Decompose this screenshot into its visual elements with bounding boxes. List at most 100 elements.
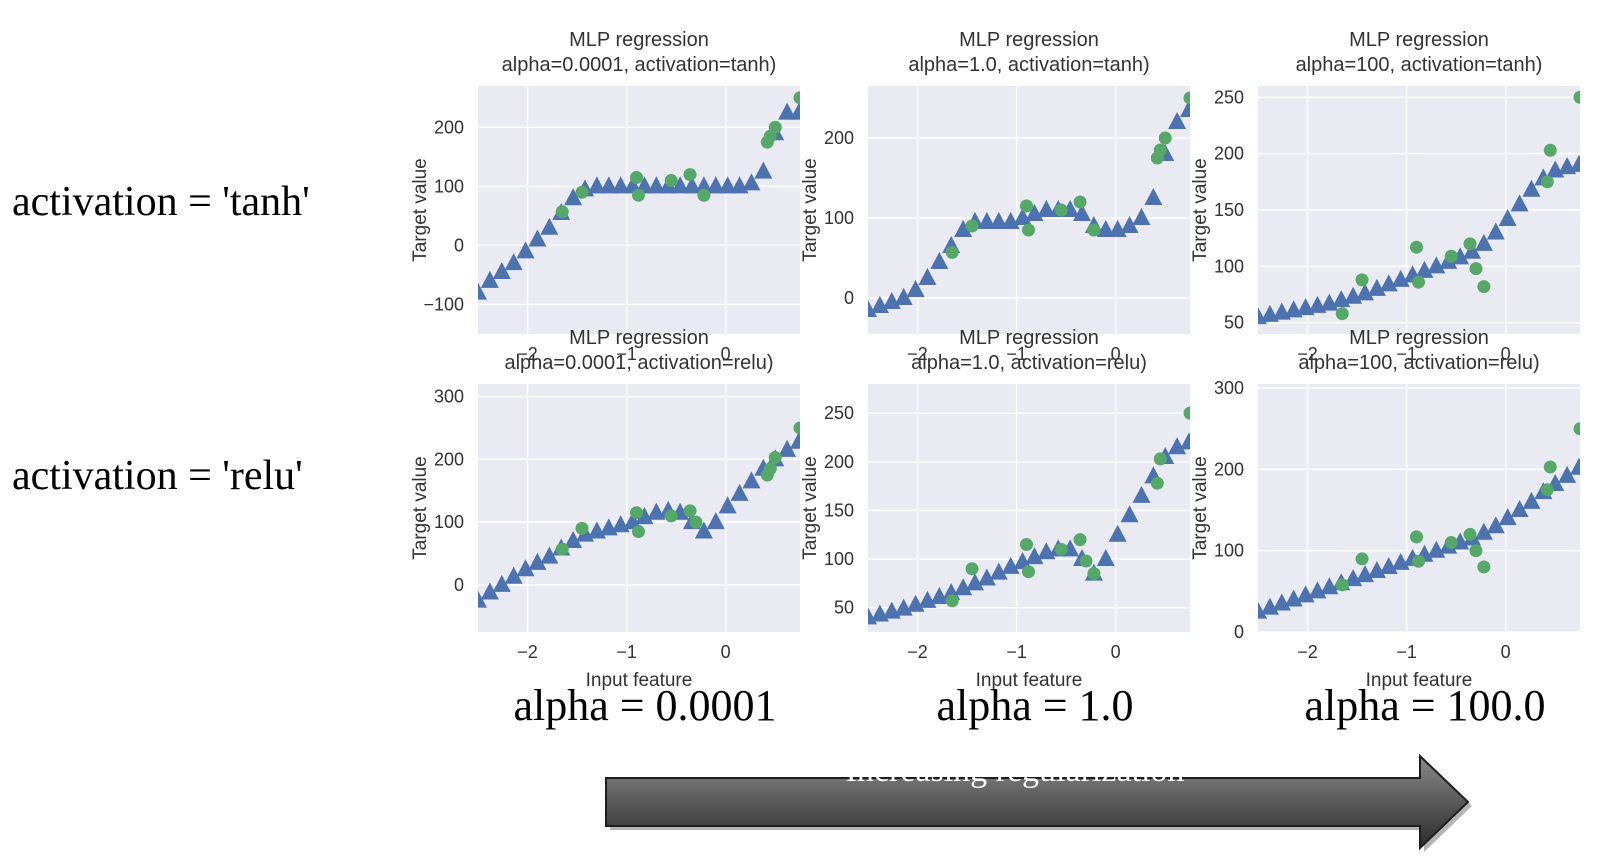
prediction-marker bbox=[742, 173, 761, 191]
x-axis-label: Input feature bbox=[976, 670, 1083, 691]
training-point bbox=[1153, 143, 1167, 157]
y-tick-label: 100 bbox=[434, 512, 464, 532]
training-point bbox=[1158, 131, 1172, 145]
prediction-marker bbox=[1168, 112, 1187, 129]
x-tick-label: −2 bbox=[907, 642, 928, 662]
chart-5: −2 −1 0 50 100 150 200 250 MLP regression alpha=1… bbox=[800, 327, 1190, 691]
training-point bbox=[1540, 175, 1554, 189]
training-point bbox=[697, 188, 711, 202]
y-tick-label: 150 bbox=[824, 500, 854, 520]
x-tick-label: −2 bbox=[907, 344, 928, 364]
x-tick-label: −2 bbox=[517, 642, 538, 662]
training-point bbox=[1444, 249, 1458, 263]
training-point bbox=[1355, 552, 1369, 566]
prediction-marker bbox=[1427, 256, 1446, 274]
row-label-tanh: activation = 'tanh' bbox=[12, 179, 310, 225]
y-axis-label: Target value bbox=[1190, 158, 1211, 262]
training-point bbox=[1054, 542, 1068, 556]
prediction-marker bbox=[635, 507, 654, 525]
y-tick-label: 200 bbox=[1214, 144, 1244, 164]
training-point bbox=[1022, 565, 1036, 579]
prediction-marker bbox=[778, 439, 797, 457]
prediction-marker bbox=[599, 176, 618, 194]
training-point bbox=[965, 562, 979, 576]
chart-title: MLP regression bbox=[1349, 29, 1489, 51]
prediction-marker bbox=[1570, 457, 1580, 475]
prediction-marker bbox=[492, 574, 511, 592]
prediction-marker bbox=[480, 270, 499, 288]
col-label-alpha-100.0: alpha = 100.0 bbox=[1304, 681, 1546, 730]
chart-title: MLP regression bbox=[569, 327, 709, 349]
y-tick-label: 100 bbox=[824, 208, 854, 228]
plot-points bbox=[868, 406, 1190, 625]
y-axis-label: Target value bbox=[410, 158, 431, 262]
x-tick-label: −1 bbox=[616, 642, 637, 662]
training-point bbox=[1183, 91, 1190, 105]
training-point bbox=[1543, 460, 1557, 474]
charts-layer: −2 −1 0 −100 0 100 200 MLP regression alpha=0.00… bbox=[410, 29, 1580, 691]
prediction-marker bbox=[1180, 432, 1190, 450]
x-tick-label: 0 bbox=[1501, 344, 1511, 364]
y-tick-label: 150 bbox=[1214, 200, 1244, 220]
y-tick-label: −100 bbox=[423, 294, 464, 314]
prediction-marker bbox=[954, 578, 973, 596]
training-point bbox=[632, 188, 646, 202]
training-point bbox=[1573, 422, 1580, 436]
training-point bbox=[793, 91, 800, 105]
prediction-marker bbox=[611, 176, 630, 194]
plot-points bbox=[1258, 422, 1580, 619]
y-tick-label: 0 bbox=[1234, 622, 1244, 642]
training-point bbox=[793, 421, 800, 435]
x-tick-label: −2 bbox=[1297, 642, 1318, 662]
y-tick-label: 200 bbox=[1214, 459, 1244, 479]
chart-title: alpha=0.0001, activation=relu) bbox=[504, 352, 773, 374]
prediction-marker bbox=[1570, 154, 1580, 172]
chart-title: MLP regression bbox=[959, 327, 1099, 349]
training-point bbox=[1183, 406, 1190, 420]
prediction-marker bbox=[1132, 485, 1151, 503]
prediction-marker bbox=[480, 582, 499, 600]
training-point bbox=[555, 542, 569, 556]
prediction-marker bbox=[1474, 522, 1493, 540]
prediction-marker bbox=[1120, 505, 1139, 523]
y-axis-label: Target value bbox=[800, 456, 821, 560]
prediction-marker bbox=[1001, 556, 1020, 574]
prediction-marker bbox=[1356, 283, 1375, 301]
y-tick-label: 300 bbox=[1214, 378, 1244, 398]
prediction-marker bbox=[528, 229, 547, 247]
plot-points bbox=[868, 91, 1190, 317]
prediction-marker bbox=[647, 176, 666, 194]
prediction-marker bbox=[1108, 524, 1127, 542]
prediction-marker bbox=[540, 546, 559, 564]
training-point bbox=[1335, 578, 1349, 592]
plot-points bbox=[478, 421, 800, 608]
prediction-marker bbox=[587, 176, 606, 194]
y-tick-label: 200 bbox=[434, 449, 464, 469]
chart-6: −2 −1 0 0 100 200 300 MLP regression alpha=100, … bbox=[1190, 327, 1580, 691]
training-point bbox=[683, 168, 697, 182]
x-tick-label: 0 bbox=[1111, 642, 1121, 662]
chart-title: MLP regression bbox=[1349, 327, 1489, 349]
training-point bbox=[1410, 240, 1424, 254]
training-point bbox=[1087, 567, 1101, 581]
prediction-marker bbox=[718, 176, 737, 194]
training-point bbox=[768, 450, 782, 464]
prediction-marker bbox=[778, 102, 797, 120]
training-point bbox=[1573, 90, 1580, 104]
regularization-arrow bbox=[605, 753, 1472, 852]
prediction-marker bbox=[1180, 100, 1190, 117]
training-point bbox=[1412, 554, 1426, 568]
x-axis-label: Input feature bbox=[586, 670, 693, 691]
prediction-marker bbox=[504, 566, 523, 584]
col-label-alpha-1.0: alpha = 1.0 bbox=[936, 681, 1134, 730]
row-label-relu: activation = 'relu' bbox=[12, 453, 303, 499]
training-point bbox=[1543, 143, 1557, 157]
prediction-marker bbox=[954, 220, 973, 237]
prediction-marker bbox=[1486, 516, 1505, 534]
x-tick-label: −2 bbox=[517, 344, 538, 364]
plot-area bbox=[478, 86, 800, 334]
y-tick-label: 0 bbox=[844, 288, 854, 308]
chart-title: alpha=100, activation=relu) bbox=[1298, 352, 1539, 374]
training-point bbox=[664, 509, 678, 523]
prediction-marker bbox=[671, 176, 690, 194]
